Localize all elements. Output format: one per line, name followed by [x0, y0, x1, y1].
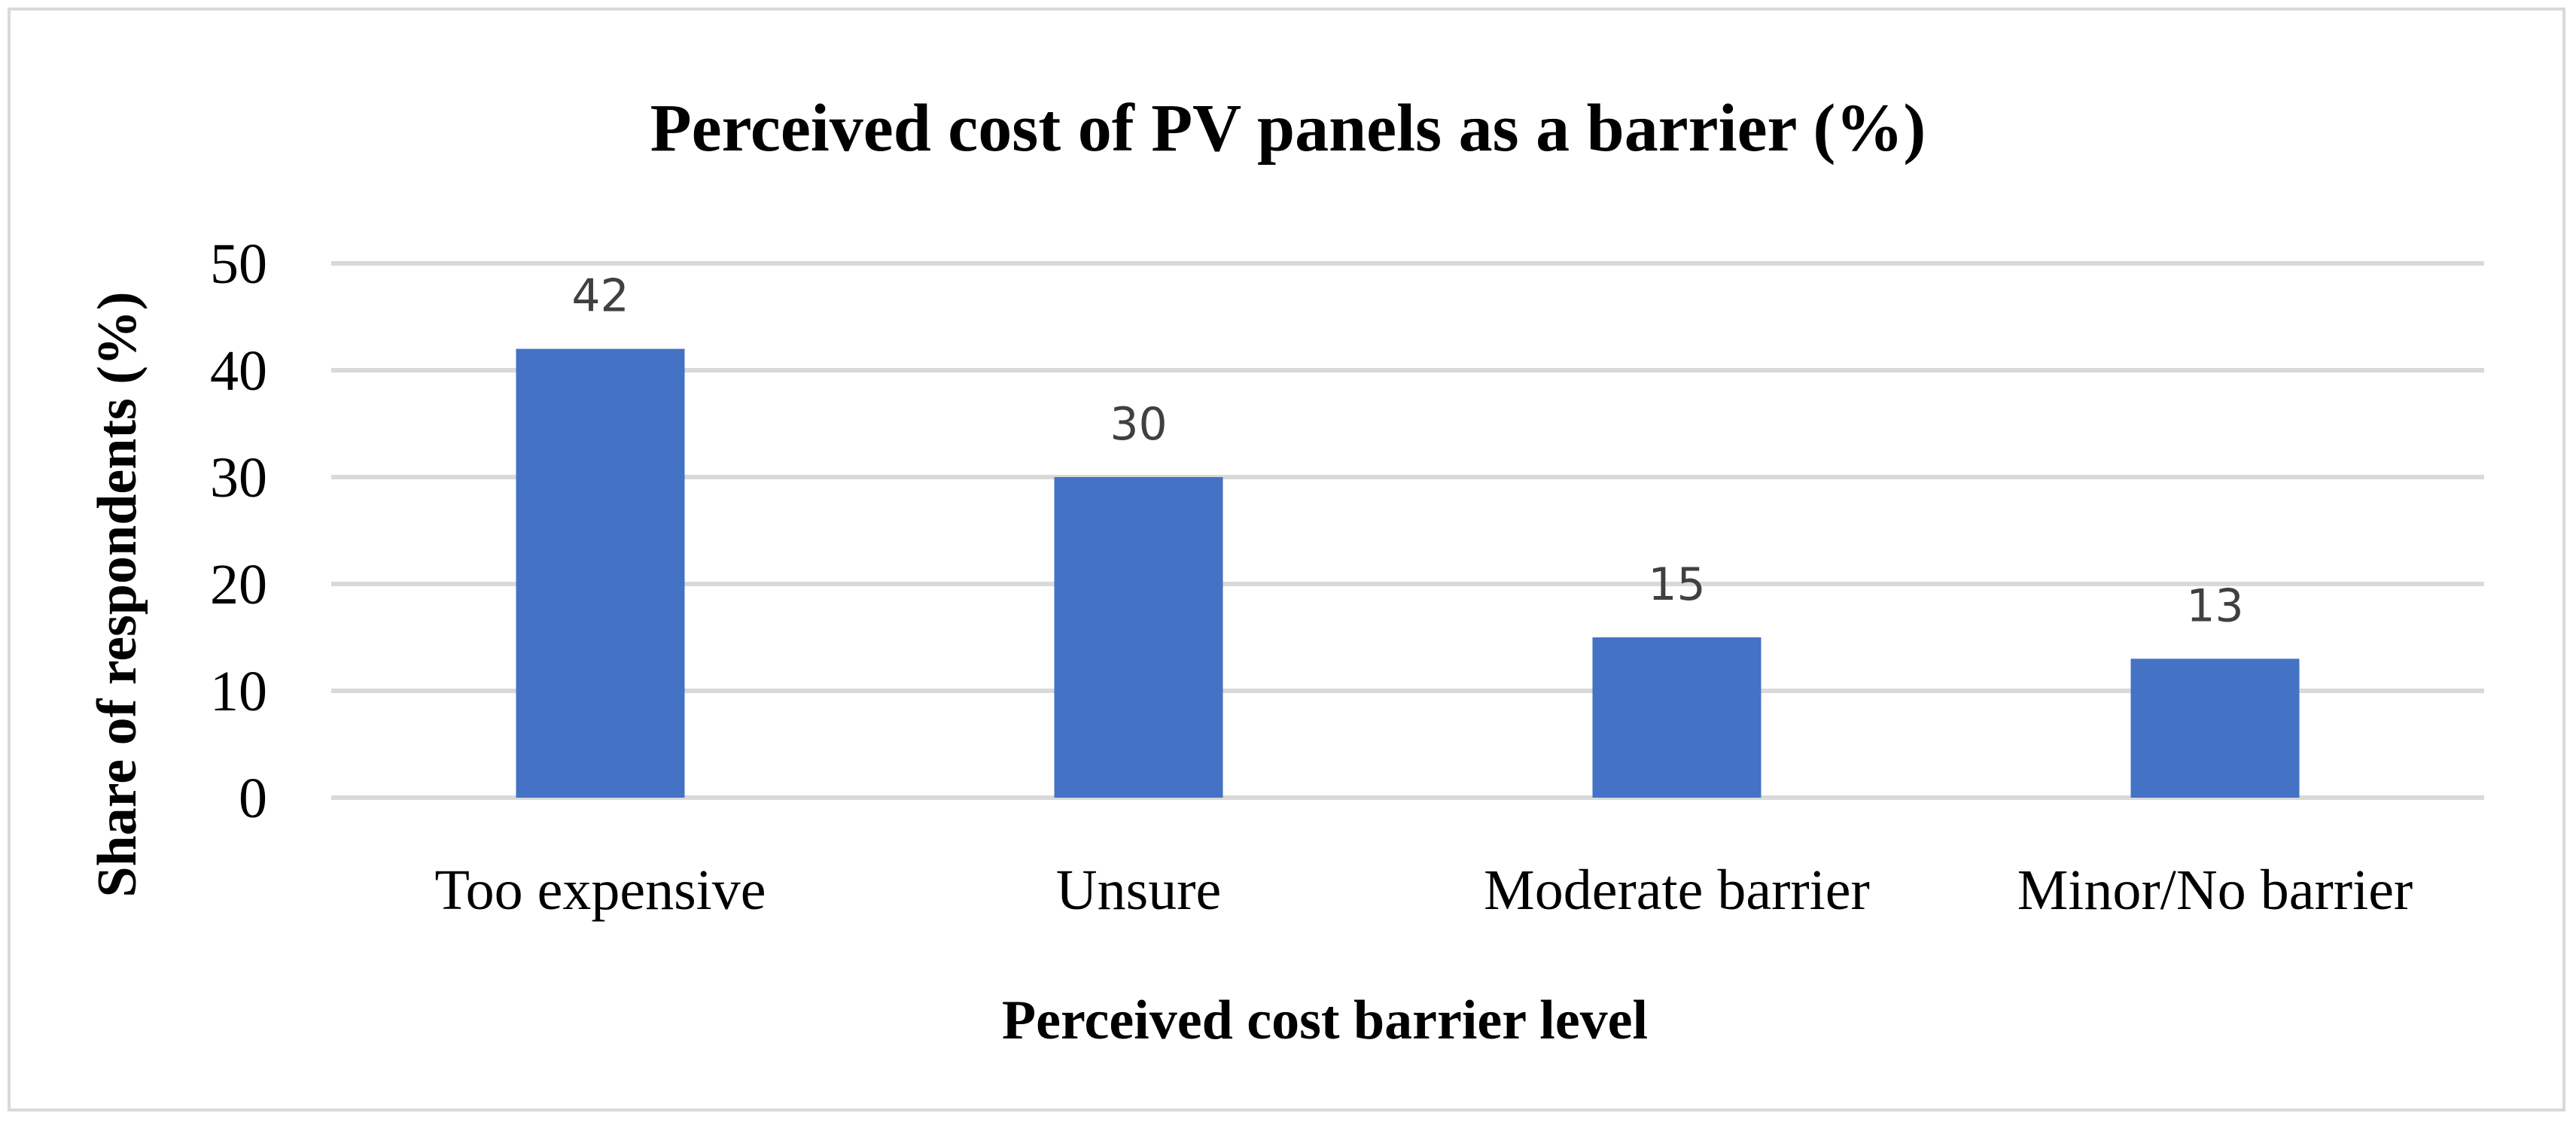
bar — [2130, 658, 2300, 798]
y-tick-label: 0 — [239, 767, 267, 830]
gridlines — [331, 261, 2484, 800]
y-axis-ticks: 0 10 20 30 40 50 — [210, 233, 267, 830]
y-tick-label: 30 — [210, 446, 267, 509]
x-tick-label: Moderate barrier — [1484, 859, 1870, 922]
x-tick-label: Unsure — [1056, 859, 1222, 922]
x-axis-title: Perceived cost barrier level — [1002, 990, 1648, 1051]
x-tick-label: Minor/No barrier — [2017, 859, 2413, 922]
bar — [1054, 477, 1223, 798]
y-axis-title: Share of respondents (%) — [87, 291, 148, 897]
bars — [516, 348, 2300, 798]
data-label: 13 — [2186, 579, 2243, 632]
bar — [516, 348, 685, 798]
data-label: 15 — [1648, 558, 1705, 611]
chart-title: Perceived cost of PV panels as a barrier… — [650, 91, 1926, 166]
bar — [1592, 637, 1761, 798]
data-labels: 42 30 15 13 — [571, 270, 2243, 633]
y-tick-label: 40 — [210, 339, 267, 403]
y-tick-label: 10 — [210, 660, 267, 723]
x-axis-ticks: Too expensive Unsure Moderate barrier Minor… — [434, 859, 2413, 922]
chart-frame — [8, 8, 2565, 1111]
y-tick-label: 50 — [210, 233, 267, 296]
data-label: 30 — [1110, 398, 1167, 451]
data-label: 42 — [571, 270, 629, 323]
x-tick-label: Too expensive — [434, 859, 766, 922]
y-tick-label: 20 — [210, 553, 267, 616]
